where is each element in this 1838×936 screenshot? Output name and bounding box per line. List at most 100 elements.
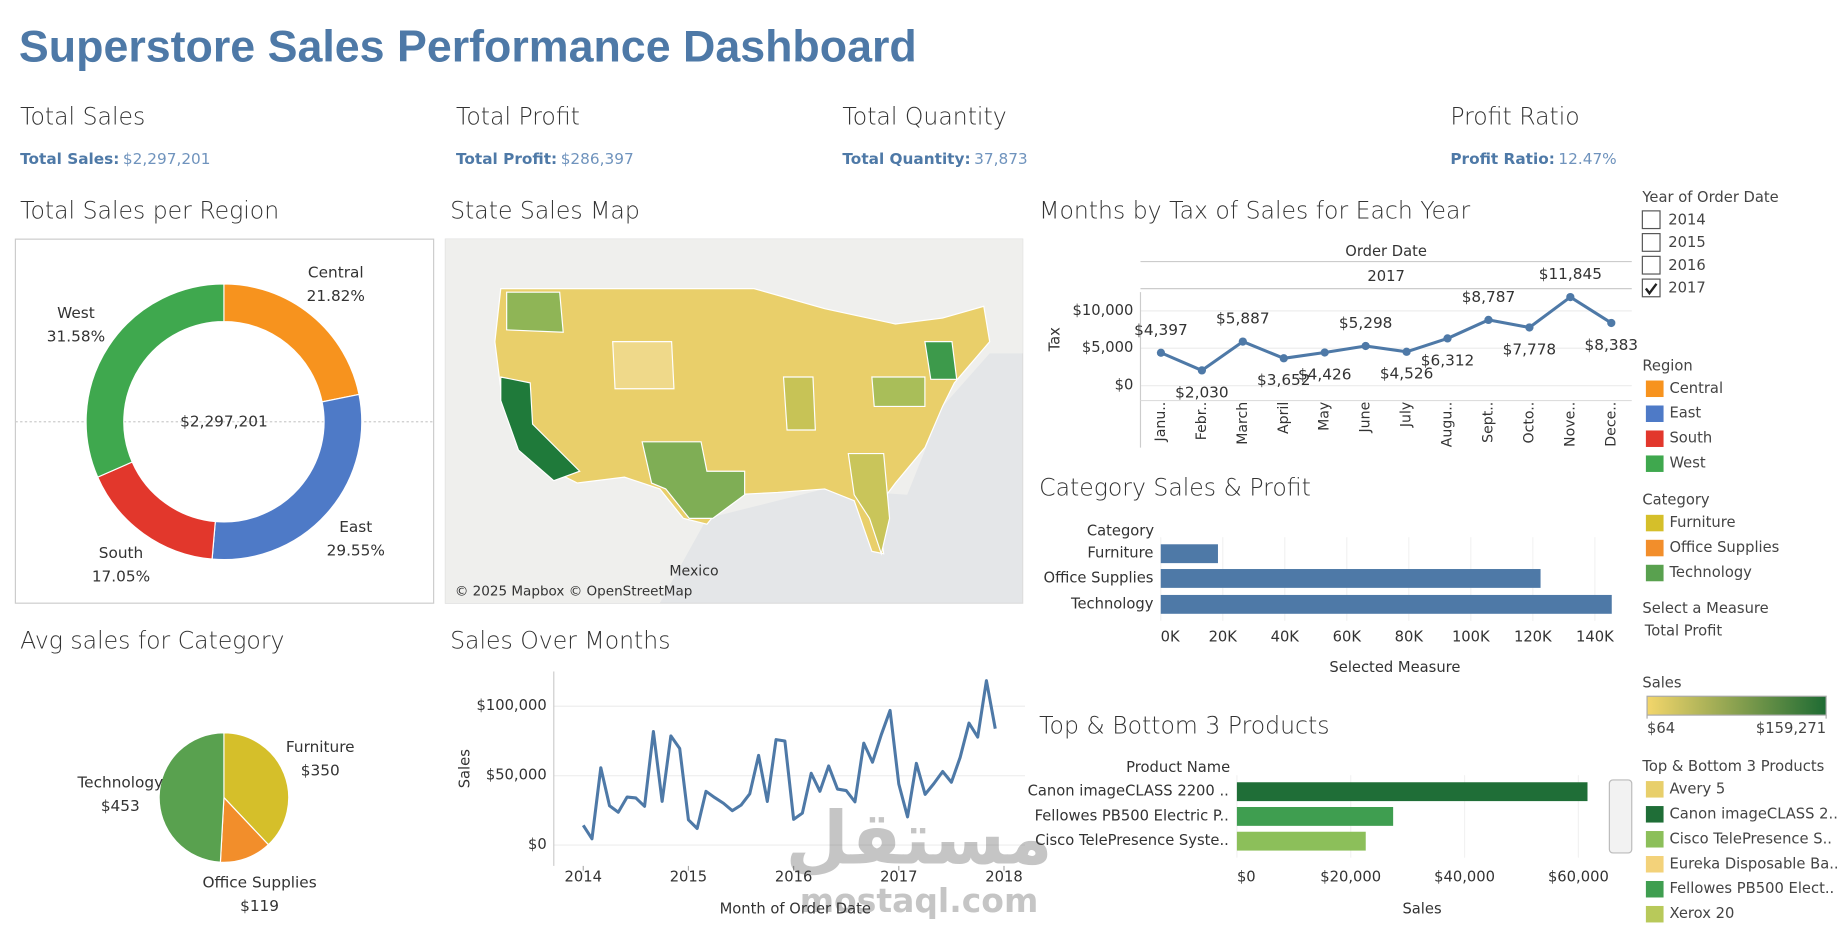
x-tick-label: 80K	[1395, 628, 1424, 645]
x-tick-label: 2014	[565, 869, 602, 886]
data-label: $11,845	[1539, 265, 1602, 283]
column-header: Order Date	[1345, 243, 1427, 260]
watermark: mostaql.com	[800, 881, 1039, 920]
point[interactable]	[1402, 347, 1411, 356]
legend-swatch[interactable]	[1645, 781, 1664, 798]
data-label: $6,312	[1421, 351, 1475, 369]
y-tick-label: $0	[1115, 377, 1134, 394]
legend-swatch[interactable]	[1645, 380, 1664, 398]
legend-swatch[interactable]	[1645, 514, 1664, 532]
point[interactable]	[1238, 337, 1247, 346]
kpi-label: Total Sales:	[20, 150, 119, 168]
scale-label: $159,271	[1756, 720, 1826, 737]
category-label: Fellowes PB500 Electric P..	[1035, 807, 1229, 824]
slice-value: 17.05%	[92, 568, 150, 586]
x-tick-label: Nove..	[1562, 402, 1578, 447]
x-tick-label: July	[1399, 402, 1415, 428]
legend-swatch[interactable]	[1645, 806, 1664, 823]
pie-slice[interactable]	[158, 732, 225, 863]
bar[interactable]	[1236, 782, 1588, 802]
legend-swatch[interactable]	[1645, 905, 1664, 923]
legend-swatch[interactable]	[1645, 539, 1664, 557]
kpi-number: $286,397	[561, 150, 634, 168]
x-tick-label: 2017	[880, 869, 917, 886]
legend-item: West	[1669, 455, 1705, 472]
category-label: Technology	[1070, 595, 1154, 612]
map-place: Mexico	[669, 563, 718, 579]
legend-swatch[interactable]	[1645, 880, 1664, 898]
state	[871, 376, 926, 408]
state	[847, 452, 891, 556]
point[interactable]	[1525, 323, 1534, 332]
legend-item: Eureka Disposable Ba..	[1669, 855, 1838, 872]
legend-title: Select a Measure	[1642, 600, 1768, 617]
slice-value: 21.82%	[307, 287, 365, 305]
checkbox[interactable]	[1641, 255, 1661, 275]
legend-swatch[interactable]	[1645, 564, 1664, 582]
state	[500, 376, 581, 482]
legend-item: Office Supplies	[1669, 539, 1779, 556]
point[interactable]	[1607, 318, 1616, 328]
line	[1160, 295, 1613, 372]
bar[interactable]	[1160, 594, 1612, 614]
x-tick-label: 0K	[1161, 628, 1180, 645]
state	[924, 341, 958, 380]
category-label: Canon imageCLASS 2200 ..	[1028, 783, 1229, 800]
legend-item: Technology	[1668, 564, 1752, 581]
x-tick-label: $0	[1237, 869, 1256, 886]
checkbox[interactable]	[1641, 210, 1661, 230]
legend-item: 2015	[1668, 234, 1705, 251]
point[interactable]	[1443, 334, 1452, 343]
point[interactable]	[1320, 348, 1329, 357]
legend-item: 2017	[1668, 280, 1705, 297]
kpi-number: $2,297,201	[123, 150, 211, 168]
scrollbar[interactable]	[1608, 779, 1633, 854]
point[interactable]	[1361, 341, 1370, 351]
column-subheader: 2017	[1367, 268, 1404, 285]
legend-swatch[interactable]	[1645, 455, 1664, 472]
point[interactable]	[1156, 348, 1166, 357]
legend-item: Cisco TelePresence S..	[1669, 830, 1831, 847]
legend-swatch[interactable]	[1645, 430, 1664, 447]
legend-title: Category	[1642, 492, 1710, 509]
point[interactable]	[1566, 292, 1575, 302]
data-label: $2,030	[1175, 383, 1229, 401]
legend-swatch[interactable]	[1645, 405, 1664, 422]
checkbox[interactable]	[1641, 233, 1661, 252]
slice-label: Office Supplies	[202, 874, 316, 892]
line	[581, 679, 997, 841]
slice-value: $119	[240, 897, 279, 915]
donut-center: $2,297,201	[180, 412, 268, 430]
state	[782, 376, 816, 431]
slice-value: $453	[101, 797, 140, 815]
x-tick-label: May	[1317, 402, 1333, 431]
x-axis-title: Sales	[1402, 900, 1441, 917]
y-axis-title: Tax	[1047, 327, 1064, 353]
slice-label: East	[339, 518, 372, 536]
checkbox[interactable]	[1641, 278, 1661, 298]
legend-item: Central	[1669, 380, 1723, 397]
kpi-number: 12.47%	[1558, 150, 1616, 168]
state	[506, 291, 564, 333]
kpi-title: Total Profit	[456, 102, 580, 130]
legend-swatch[interactable]	[1645, 856, 1664, 873]
pie-slice[interactable]	[223, 732, 290, 846]
point[interactable]	[1484, 315, 1493, 325]
bar[interactable]	[1160, 569, 1541, 588]
donut-segment[interactable]	[85, 283, 225, 478]
point[interactable]	[1279, 354, 1288, 363]
legend-item: East	[1669, 405, 1701, 422]
x-tick-label: $40,000	[1434, 869, 1495, 886]
bar[interactable]	[1236, 831, 1366, 851]
x-axis-title: Month of Order Date	[720, 900, 871, 917]
chart-title: Total Sales per Region	[20, 197, 279, 225]
legend-item: Avery 5	[1669, 780, 1725, 797]
point[interactable]	[1197, 366, 1207, 375]
legend-swatch[interactable]	[1645, 831, 1664, 848]
chart-title: Months by Tax of Sales for Each Year	[1039, 197, 1470, 225]
legend-title: Top & Bottom 3 Products	[1641, 758, 1824, 775]
bar[interactable]	[1236, 806, 1394, 826]
bar[interactable]	[1160, 544, 1218, 564]
x-tick-label: March	[1235, 402, 1251, 445]
